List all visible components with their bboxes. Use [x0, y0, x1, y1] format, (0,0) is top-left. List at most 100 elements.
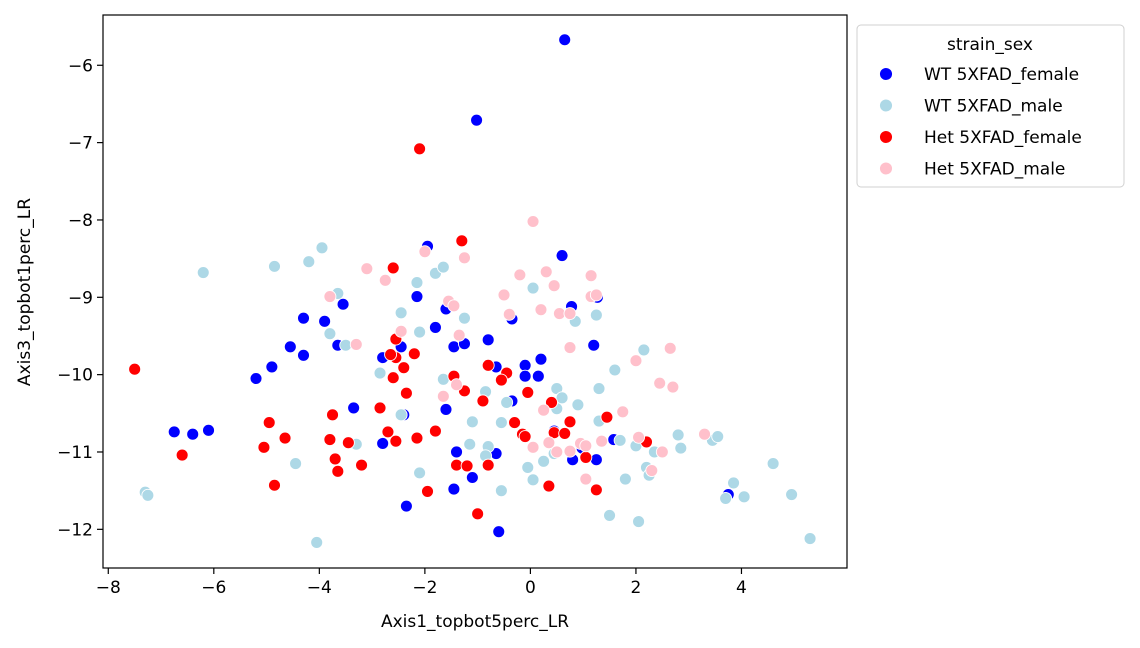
data-point — [278, 431, 292, 445]
data-point — [457, 311, 471, 325]
data-point — [655, 445, 669, 459]
legend-marker — [879, 130, 893, 144]
data-point — [534, 303, 548, 317]
data-point — [539, 265, 553, 279]
data-point — [663, 341, 677, 355]
data-point — [645, 464, 659, 477]
data-point — [579, 439, 593, 453]
data-point — [671, 428, 685, 442]
data-point — [373, 401, 387, 415]
data-point — [698, 427, 711, 441]
legend-frame — [856, 24, 1125, 188]
data-point — [328, 452, 342, 466]
x-tick-label: 4 — [736, 578, 747, 598]
data-point — [542, 436, 556, 450]
legend-title: strain_sex — [947, 35, 1033, 55]
x-tick-label: 0 — [525, 578, 536, 598]
y-tick-label: −7 — [68, 134, 93, 154]
data-point — [283, 340, 297, 354]
data-point — [542, 479, 556, 493]
data-point — [592, 382, 606, 396]
data-point — [526, 473, 540, 487]
y-axis-label: Axis3_topbot1perc_LR — [15, 198, 35, 386]
data-point — [537, 403, 551, 417]
data-point — [632, 430, 646, 444]
data-point — [262, 416, 276, 430]
data-point — [674, 441, 688, 455]
data-point — [378, 273, 392, 287]
data-point — [497, 288, 511, 302]
data-point — [360, 262, 374, 276]
data-point — [584, 269, 598, 283]
data-point — [386, 261, 400, 275]
data-points — [128, 33, 817, 549]
y-tick-label: −9 — [68, 288, 93, 308]
data-point — [410, 431, 424, 445]
data-point — [766, 457, 780, 471]
x-axis-ticks: −8 −6 −4 −2 0 2 4 — [96, 568, 747, 598]
data-point — [331, 464, 345, 478]
data-point — [632, 515, 646, 529]
data-point — [518, 369, 532, 383]
data-point — [386, 371, 400, 385]
data-point — [471, 507, 485, 521]
data-point — [526, 215, 540, 228]
data-point — [167, 425, 181, 439]
data-point — [257, 440, 271, 454]
data-point — [600, 410, 614, 424]
data-point — [616, 405, 630, 419]
x-tick-label: −4 — [307, 578, 332, 598]
data-point — [460, 459, 474, 473]
data-point — [355, 458, 369, 472]
data-point — [439, 402, 453, 416]
data-point — [608, 363, 622, 377]
data-point — [711, 430, 725, 443]
data-point — [289, 457, 303, 471]
data-point — [302, 255, 316, 269]
data-point — [666, 380, 680, 394]
data-point — [494, 416, 508, 430]
data-point — [465, 415, 479, 429]
x-tick-label: −2 — [412, 578, 437, 598]
data-point — [376, 437, 390, 450]
data-point — [531, 369, 545, 383]
legend-entry: Het 5XFAD_female — [879, 128, 1082, 148]
data-point — [394, 324, 408, 338]
data-point — [547, 279, 561, 293]
data-point — [481, 458, 495, 472]
data-point — [518, 358, 532, 372]
data-point — [128, 362, 142, 376]
data-point — [310, 536, 324, 549]
data-point — [318, 314, 332, 328]
x-tick-label: −6 — [201, 578, 226, 598]
data-point — [455, 234, 469, 248]
data-point — [603, 508, 617, 522]
data-point — [447, 482, 461, 496]
data-point — [508, 416, 522, 430]
data-point — [785, 488, 799, 501]
data-point — [719, 491, 733, 505]
legend-entries: WT 5XFAD_female WT 5XFAD_male Het 5XFAD_fe… — [879, 65, 1082, 180]
data-point — [526, 281, 540, 295]
data-point — [268, 478, 281, 492]
y-tick-label: −8 — [68, 211, 93, 231]
data-point — [563, 415, 577, 429]
data-point — [349, 338, 363, 351]
data-point — [534, 352, 548, 366]
series-3 — [128, 142, 653, 521]
x-axis-label: Axis1_topbot5perc_LR — [381, 612, 569, 632]
data-point — [410, 276, 424, 290]
data-point — [463, 437, 477, 451]
data-point — [202, 423, 215, 437]
data-point — [618, 472, 632, 486]
data-point — [613, 433, 627, 447]
data-point — [563, 444, 577, 458]
y-tick-label: −12 — [57, 520, 93, 540]
data-point — [413, 466, 427, 480]
data-point — [494, 373, 508, 387]
data-point — [563, 307, 577, 320]
data-point — [381, 425, 395, 439]
data-point — [418, 245, 432, 259]
data-point — [737, 490, 751, 504]
legend-label: Het 5XFAD_female — [924, 128, 1082, 148]
